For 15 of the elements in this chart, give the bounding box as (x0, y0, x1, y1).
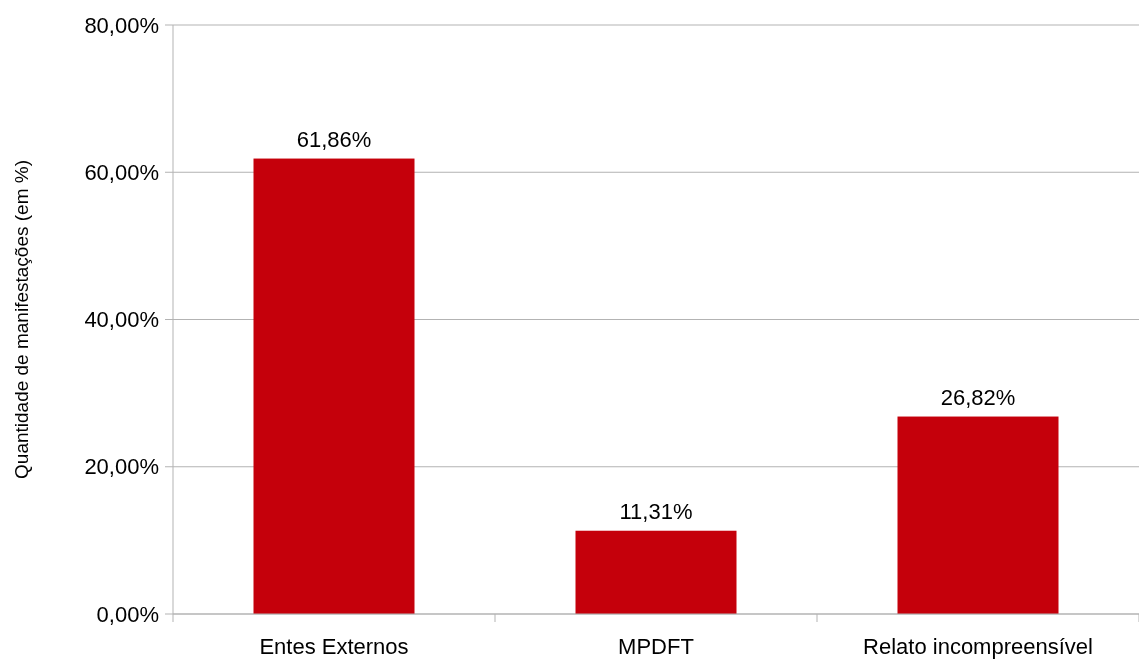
y-axis-title: Quantidade de manifestações (em %) (11, 160, 32, 479)
data-label: 61,86% (296, 126, 372, 152)
bar (575, 530, 737, 614)
data-label: 11,31% (619, 498, 693, 524)
y-tick-label: 20,00% (84, 454, 159, 480)
bar (253, 158, 415, 614)
x-tick-label: MPDFT (618, 634, 694, 659)
y-tick-label: 60,00% (84, 159, 159, 185)
y-tick-label: 0,00% (96, 601, 159, 627)
y-tick-label: 80,00% (84, 12, 159, 38)
x-tick-label: Entes Externos (259, 634, 409, 659)
x-tick-label: Relato incompreensível (863, 634, 1093, 659)
data-label: 26,82% (940, 384, 1016, 410)
bar (897, 416, 1059, 614)
y-tick-label: 40,00% (84, 307, 159, 333)
